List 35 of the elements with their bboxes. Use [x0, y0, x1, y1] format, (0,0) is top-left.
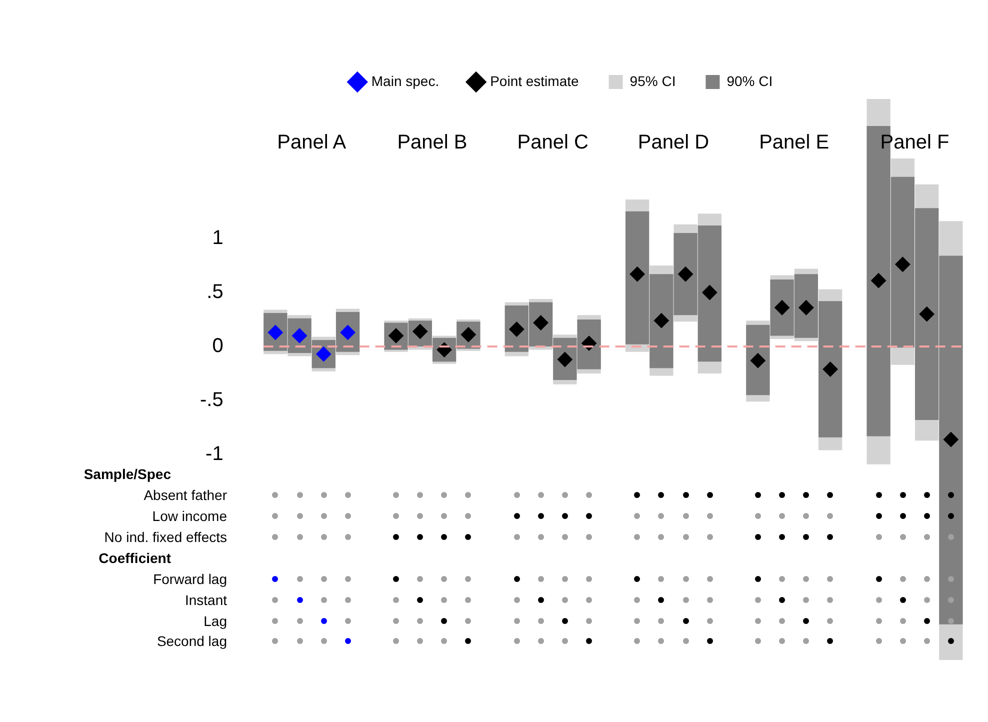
annotation: Panel E	[759, 132, 830, 154]
y-tick-label: .5	[206, 281, 224, 303]
point	[895, 256, 910, 272]
y-tick-label: 0	[212, 335, 224, 358]
text: Low income	[152, 508, 227, 524]
legend-label: 90% CI	[726, 72, 773, 89]
text: Lag	[204, 613, 227, 629]
annotation: Panel A	[277, 132, 347, 154]
text: No ind. fixed effects	[104, 529, 227, 545]
legend-label: Point estimate	[490, 72, 580, 89]
y-tick-label: -.5	[200, 389, 224, 412]
legend-label: Main spec.	[371, 72, 440, 89]
point	[630, 266, 645, 282]
text: Instant	[184, 592, 227, 608]
y-tick-label: 1	[212, 226, 224, 249]
point	[943, 432, 958, 447]
point	[750, 353, 766, 368]
point	[654, 313, 669, 328]
point	[798, 300, 814, 316]
y-tick-label: -1	[206, 443, 224, 466]
text: Sample/Spec	[82, 466, 171, 482]
point	[919, 306, 934, 322]
point	[822, 362, 838, 377]
point	[702, 284, 718, 300]
point	[871, 273, 886, 288]
text: Absent father	[144, 487, 227, 503]
annotation: Panel B	[397, 132, 468, 154]
legend-label: 95% CI	[630, 72, 676, 89]
text: Coefficient	[98, 550, 171, 566]
annotation: Panel C	[517, 132, 588, 154]
annotation: Panel F	[880, 132, 950, 154]
point	[678, 266, 694, 282]
annotation: Panel D	[638, 132, 710, 154]
text: Second lag	[156, 633, 227, 649]
text: Forward lag	[153, 571, 227, 587]
